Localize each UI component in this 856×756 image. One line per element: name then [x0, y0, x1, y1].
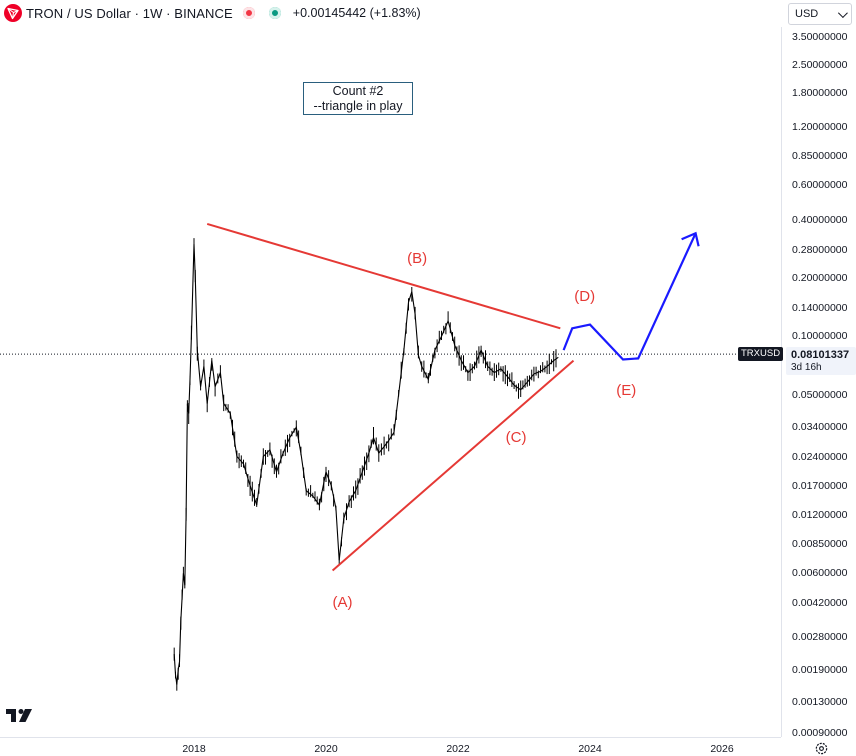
annotation-line-1: Count #2 — [332, 84, 384, 98]
annotation-box[interactable]: Count #2 --triangle in play — [303, 82, 413, 115]
gear-icon[interactable] — [814, 741, 829, 756]
y-tick-label: 1.80000000 — [792, 86, 848, 99]
chart-header: TRON / US Dollar · 1W · BINANCE +0.00145… — [0, 0, 780, 26]
tron-logo-icon — [4, 4, 22, 22]
y-tick-label: 0.00130000 — [792, 696, 848, 709]
price-axis[interactable]: 3.50000000 2.50000000 1.80000000 1.20000000… — [781, 27, 856, 739]
x-tick-label: 2024 — [578, 743, 602, 755]
y-tick-label: 0.40000000 — [792, 213, 848, 226]
y-tick-label: 0.00190000 — [792, 664, 848, 677]
y-tick-label: 2.50000000 — [792, 59, 848, 72]
y-tick-label: 0.60000000 — [792, 179, 848, 192]
y-tick-label: 0.00420000 — [792, 597, 848, 610]
y-tick-label: 0.03400000 — [792, 421, 848, 434]
y-tick-label: 0.28000000 — [792, 243, 848, 256]
tradingview-logo-icon[interactable] — [6, 707, 38, 723]
y-tick-label: 0.85000000 — [792, 150, 848, 163]
upper-trendline[interactable] — [206, 222, 561, 330]
market-status-icon[interactable] — [242, 7, 255, 19]
y-tick-label: 0.01200000 — [792, 508, 848, 521]
wave-label-d[interactable]: (D) — [574, 287, 596, 305]
y-tick-label: 0.20000000 — [792, 272, 848, 284]
y-tick-label: 0.00600000 — [792, 567, 848, 580]
price-candles — [173, 238, 557, 691]
x-tick-label: 2020 — [314, 743, 338, 755]
y-tick-label: 1.20000000 — [792, 121, 848, 134]
wave-label-a[interactable]: (A) — [332, 594, 353, 612]
projection-arrowhead — [681, 231, 700, 247]
y-tick-label: 0.02400000 — [792, 450, 848, 463]
symbol-title[interactable]: TRON / US Dollar · 1W · BINANCE — [26, 5, 233, 21]
wave-label-e[interactable]: (E) — [616, 382, 637, 400]
symbol-badge: TRXUSD — [738, 347, 784, 362]
y-tick-label: 0.05000000 — [792, 388, 848, 401]
x-tick-label: 2022 — [446, 743, 470, 755]
y-tick-label: 0.00850000 — [792, 537, 848, 550]
x-tick-label: 2018 — [182, 743, 206, 755]
live-status-icon[interactable] — [268, 7, 281, 19]
wave-label-b[interactable]: (B) — [407, 250, 428, 268]
x-tick-label: 2026 — [710, 743, 734, 755]
last-price-badge: 0.08101337 3d 16h — [786, 347, 856, 376]
chevron-down-icon — [837, 7, 848, 18]
last-price-value: 0.08101337 — [791, 349, 850, 362]
y-tick-label: 0.10000000 — [792, 330, 848, 343]
projection-path[interactable] — [562, 232, 697, 361]
currency-value: USD — [795, 8, 819, 20]
wave-label-c[interactable]: (C) — [505, 428, 527, 446]
y-tick-label: 0.00280000 — [792, 631, 848, 644]
price-change: +0.00145442 (+1.83%) — [292, 6, 421, 20]
annotation-line-2: --triangle in play — [313, 99, 403, 113]
bar-countdown: 3d 16h — [791, 362, 822, 374]
lower-trendline[interactable] — [331, 359, 575, 572]
time-axis[interactable]: 2018 2020 2022 2024 2026 — [0, 737, 781, 756]
y-tick-label: 0.00090000 — [792, 727, 848, 739]
y-tick-label: 0.01700000 — [792, 479, 848, 492]
y-tick-label: 3.50000000 — [792, 31, 848, 43]
currency-select[interactable]: USD — [788, 3, 852, 25]
y-tick-label: 0.14000000 — [792, 302, 848, 315]
